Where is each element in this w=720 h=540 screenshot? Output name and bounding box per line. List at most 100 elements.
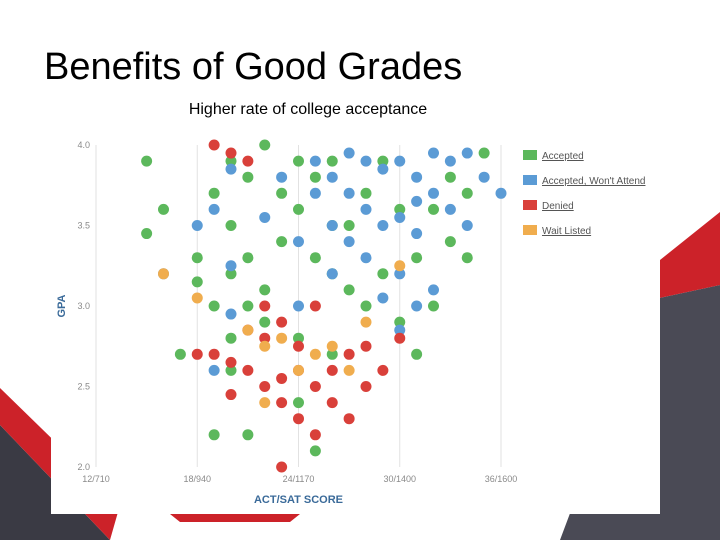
scatter-point bbox=[208, 203, 220, 215]
scatter-point bbox=[377, 268, 389, 280]
legend-label: Accepted, Won't Attend bbox=[542, 176, 645, 187]
scatter-point bbox=[377, 163, 389, 175]
scatter-point bbox=[394, 203, 406, 215]
scatter-point bbox=[259, 332, 271, 344]
x-tick-label: 12/710 bbox=[82, 474, 110, 484]
scatter-point bbox=[411, 171, 423, 183]
scatter-point bbox=[343, 284, 355, 296]
scatter-point bbox=[444, 236, 456, 248]
scatter-point bbox=[158, 203, 169, 215]
scatter-point bbox=[309, 171, 321, 183]
scatter-point bbox=[411, 300, 423, 312]
scatter-point bbox=[293, 340, 304, 352]
scatter-point bbox=[276, 171, 288, 183]
scatter-point bbox=[394, 211, 406, 223]
scatter-point bbox=[309, 429, 321, 441]
scatter-point bbox=[158, 268, 169, 280]
scatter-point bbox=[326, 155, 338, 167]
scatter-point bbox=[242, 429, 254, 441]
y-axis-title: GPA bbox=[56, 294, 68, 317]
chart-panel: 12/710 18/940 24/1170 30/1400 36/1600 2.0 2.5 3… bbox=[51, 130, 660, 514]
x-tick-label: 36/1600 bbox=[485, 474, 518, 484]
scatter-point bbox=[225, 155, 237, 167]
scatter-point bbox=[461, 147, 473, 159]
scatter-point bbox=[343, 348, 355, 360]
scatter-point bbox=[343, 220, 355, 231]
point-layer bbox=[141, 139, 507, 473]
scatter-point bbox=[293, 364, 304, 376]
scatter-point bbox=[377, 220, 389, 231]
scatter-point bbox=[259, 316, 271, 328]
scatter-point bbox=[293, 413, 304, 425]
slide-subtitle: Higher rate of college acceptance bbox=[188, 101, 428, 118]
scatter-point bbox=[259, 381, 271, 392]
scatter-point bbox=[411, 252, 423, 264]
scatter-point bbox=[225, 332, 237, 344]
scatter-point bbox=[343, 147, 355, 159]
scatter-point bbox=[293, 300, 304, 312]
scatter-point bbox=[444, 203, 456, 215]
scatter-point bbox=[478, 147, 490, 159]
scatter-point bbox=[208, 364, 220, 376]
scatter-point bbox=[174, 348, 186, 360]
x-tick-label: 24/1170 bbox=[283, 474, 315, 484]
x-tick-label: 30/1400 bbox=[383, 474, 416, 484]
scatter-point bbox=[293, 203, 304, 215]
scatter-point bbox=[461, 220, 473, 231]
scatter-point bbox=[428, 284, 439, 296]
scatter-point bbox=[293, 236, 304, 248]
scatter-point bbox=[326, 364, 338, 376]
scatter-point bbox=[428, 187, 439, 199]
scatter-point bbox=[293, 397, 304, 409]
scatter-point bbox=[360, 203, 372, 215]
scatter-point bbox=[360, 316, 372, 328]
scatter-point bbox=[478, 171, 490, 183]
y-tick-label: 3.5 bbox=[77, 221, 90, 231]
scatter-point bbox=[343, 236, 355, 248]
scatter-point bbox=[394, 268, 406, 280]
scatter-point bbox=[276, 187, 288, 199]
scatter-point bbox=[309, 445, 321, 457]
slide-title: Benefits of Good Grades bbox=[44, 46, 463, 88]
scatter-point bbox=[309, 300, 321, 312]
scatter-point bbox=[326, 340, 338, 352]
scatter-point bbox=[276, 372, 288, 384]
scatter-point bbox=[326, 348, 338, 360]
scatter-point bbox=[360, 252, 372, 264]
scatter-point bbox=[394, 155, 406, 167]
legend-swatch bbox=[523, 150, 537, 160]
scatter-point bbox=[259, 284, 271, 296]
scatter-point bbox=[225, 308, 237, 320]
scatter-point bbox=[259, 300, 271, 312]
scatter-point bbox=[191, 220, 203, 231]
scatter-point bbox=[208, 300, 220, 312]
scatter-point bbox=[377, 292, 389, 304]
scatter-point bbox=[444, 171, 456, 183]
scatter-point bbox=[428, 147, 439, 159]
bottom-red-sliver bbox=[170, 514, 300, 522]
y-tick-label: 2.0 bbox=[77, 462, 90, 472]
scatter-point bbox=[225, 163, 237, 175]
scatter-point bbox=[360, 187, 372, 199]
legend-swatch bbox=[523, 175, 537, 185]
scatter-point bbox=[242, 252, 254, 264]
scatter-point bbox=[309, 187, 321, 199]
scatter-point bbox=[309, 155, 321, 167]
scatter-point bbox=[276, 332, 288, 344]
scatter-point bbox=[411, 228, 423, 240]
scatter-point bbox=[242, 300, 254, 312]
y-tick-label: 4.0 bbox=[77, 140, 90, 150]
scatter-point bbox=[309, 252, 321, 264]
scatter-point bbox=[208, 348, 220, 360]
y-tick-label: 2.5 bbox=[77, 382, 90, 392]
legend-swatch bbox=[523, 225, 537, 235]
legend-label: Wait Listed bbox=[542, 226, 591, 237]
scatter-point bbox=[309, 348, 321, 360]
scatter-point bbox=[343, 413, 355, 425]
scatter-point bbox=[225, 147, 237, 159]
scatter-point bbox=[326, 397, 338, 409]
scatter-point bbox=[276, 461, 288, 473]
scatter-point bbox=[377, 155, 389, 167]
scatter-point bbox=[394, 332, 406, 344]
scatter-point bbox=[428, 203, 439, 215]
